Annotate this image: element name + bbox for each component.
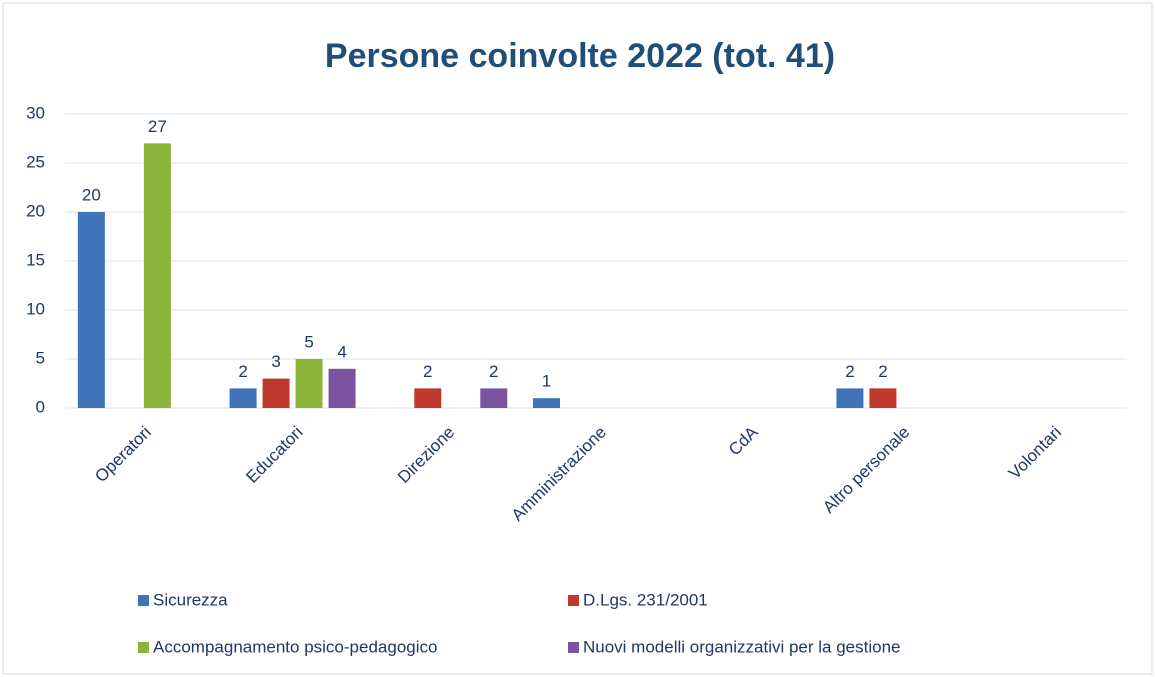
data-label: 2	[845, 362, 854, 381]
legend-swatch	[138, 595, 149, 606]
bar	[77, 212, 105, 408]
legend-swatch	[568, 595, 579, 606]
bar	[836, 388, 864, 408]
bar	[869, 388, 897, 408]
data-label: 2	[878, 362, 887, 381]
legend-label: Accompagnamento psico-pedagogico	[153, 637, 437, 656]
data-label: 20	[82, 185, 101, 204]
y-tick-label: 0	[36, 397, 45, 416]
bar	[143, 143, 171, 408]
bar	[229, 388, 257, 408]
data-label: 4	[337, 342, 346, 361]
data-label: 27	[148, 117, 167, 136]
data-label: 3	[271, 352, 280, 371]
y-tick-label: 25	[26, 152, 45, 171]
bar	[480, 388, 508, 408]
legend-label: Nuovi modelli organizzativi per la gesti…	[583, 637, 901, 656]
data-label: 5	[304, 332, 313, 351]
bar	[414, 388, 442, 408]
data-label: 2	[238, 362, 247, 381]
legend: Sicurezza D.Lgs. 231/2001 Accompagnamento …	[138, 590, 901, 656]
legend-label: Sicurezza	[153, 590, 228, 609]
y-tick-label: 15	[26, 250, 45, 269]
data-label: 2	[489, 362, 498, 381]
y-tick-label: 20	[26, 201, 45, 220]
y-tick-label: 10	[26, 299, 45, 318]
chart-title: Persone coinvolte 2022 (tot. 41)	[325, 37, 835, 75]
y-tick-label: 5	[36, 348, 45, 367]
data-label: 2	[423, 362, 432, 381]
legend-swatch	[568, 642, 579, 653]
legend-label: D.Lgs. 231/2001	[583, 590, 708, 609]
legend-swatch	[138, 642, 149, 653]
bar	[533, 398, 560, 408]
data-label: 1	[542, 372, 551, 391]
bar	[262, 378, 290, 408]
bar	[295, 359, 323, 408]
bar	[328, 368, 356, 408]
y-tick-label: 30	[26, 103, 45, 122]
